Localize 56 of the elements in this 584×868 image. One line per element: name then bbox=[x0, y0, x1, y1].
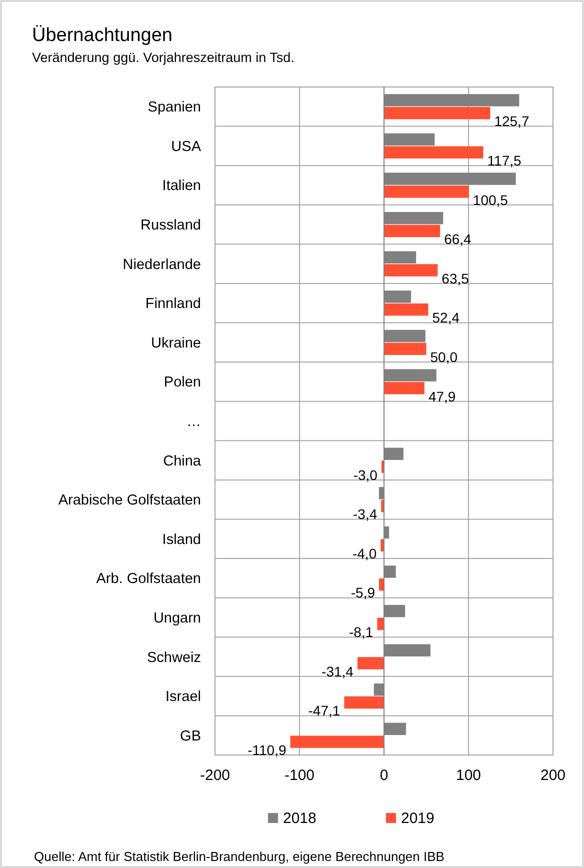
x-tick-label: -200 bbox=[200, 767, 230, 784]
source-note: Quelle: Amt für Statistik Berlin-Brandenburg, eigene Berechnungen IBB bbox=[34, 849, 444, 864]
data-label: 117,5 bbox=[487, 152, 522, 168]
bar bbox=[357, 657, 384, 670]
y-tick-label: Niederlande bbox=[122, 256, 201, 273]
data-label: -47,1 bbox=[308, 702, 340, 719]
y-tick-label: Island bbox=[162, 532, 201, 548]
data-label: 66,4 bbox=[444, 231, 472, 248]
y-tick-label: Russland bbox=[140, 218, 201, 234]
bar bbox=[384, 106, 490, 120]
y-tick-label: Polen bbox=[164, 374, 201, 391]
data-label: 100,5 bbox=[472, 192, 508, 208]
chart-title: Übernachtungen bbox=[32, 25, 172, 46]
bar bbox=[290, 736, 384, 748]
data-label: 52,4 bbox=[432, 310, 460, 326]
data-label: -5,9 bbox=[350, 584, 376, 601]
y-tick-label: GB bbox=[180, 728, 201, 744]
bar bbox=[384, 342, 426, 355]
y-tick-label: Finnland bbox=[145, 296, 201, 312]
y-tick-label: USA bbox=[171, 138, 202, 155]
legend-label: 2019 bbox=[401, 810, 434, 827]
y-tick-label: Ungarn bbox=[153, 610, 201, 626]
data-label: -3,4 bbox=[353, 506, 378, 522]
data-label: 47,9 bbox=[428, 388, 456, 404]
x-tick-label: 0 bbox=[380, 767, 388, 784]
bar bbox=[384, 303, 428, 316]
data-label: 63,5 bbox=[442, 270, 470, 286]
data-label: -110,9 bbox=[248, 742, 286, 758]
y-tick-label: Israel bbox=[166, 689, 201, 706]
legend-label: 2018 bbox=[283, 810, 316, 827]
data-label: -31,4 bbox=[322, 663, 354, 680]
x-tick-label: 100 bbox=[456, 767, 482, 784]
y-tick-label: … bbox=[186, 414, 201, 430]
y-tick-label: China bbox=[163, 453, 202, 470]
bar bbox=[384, 146, 484, 158]
y-tick-label: Arb. Golfstaaten bbox=[96, 571, 201, 588]
data-label: -3,0 bbox=[353, 466, 378, 483]
x-tick-label: 200 bbox=[540, 767, 566, 784]
bar bbox=[384, 186, 469, 198]
x-tick-label: -100 bbox=[284, 767, 315, 784]
data-label: -4,0 bbox=[352, 545, 377, 562]
bar bbox=[377, 618, 384, 630]
data-label: 125,7 bbox=[494, 113, 530, 130]
bar bbox=[384, 224, 440, 238]
data-label: 50,0 bbox=[430, 348, 458, 365]
data-label: -8,1 bbox=[349, 624, 374, 640]
bar bbox=[344, 696, 384, 709]
chart-subtitle: Veränderung ggü. Vorjahreszeitraum in Tsd. bbox=[32, 50, 294, 65]
bar bbox=[380, 539, 384, 552]
y-tick-label: Spanien bbox=[148, 100, 201, 116]
bar bbox=[384, 382, 424, 394]
bar bbox=[384, 264, 438, 276]
y-tick-label: Schweiz bbox=[147, 650, 201, 666]
y-tick-label: Arabische Golfstaaten bbox=[58, 492, 201, 509]
y-tick-label: Italien bbox=[162, 178, 201, 194]
y-tick-label: Ukraine bbox=[151, 335, 201, 352]
